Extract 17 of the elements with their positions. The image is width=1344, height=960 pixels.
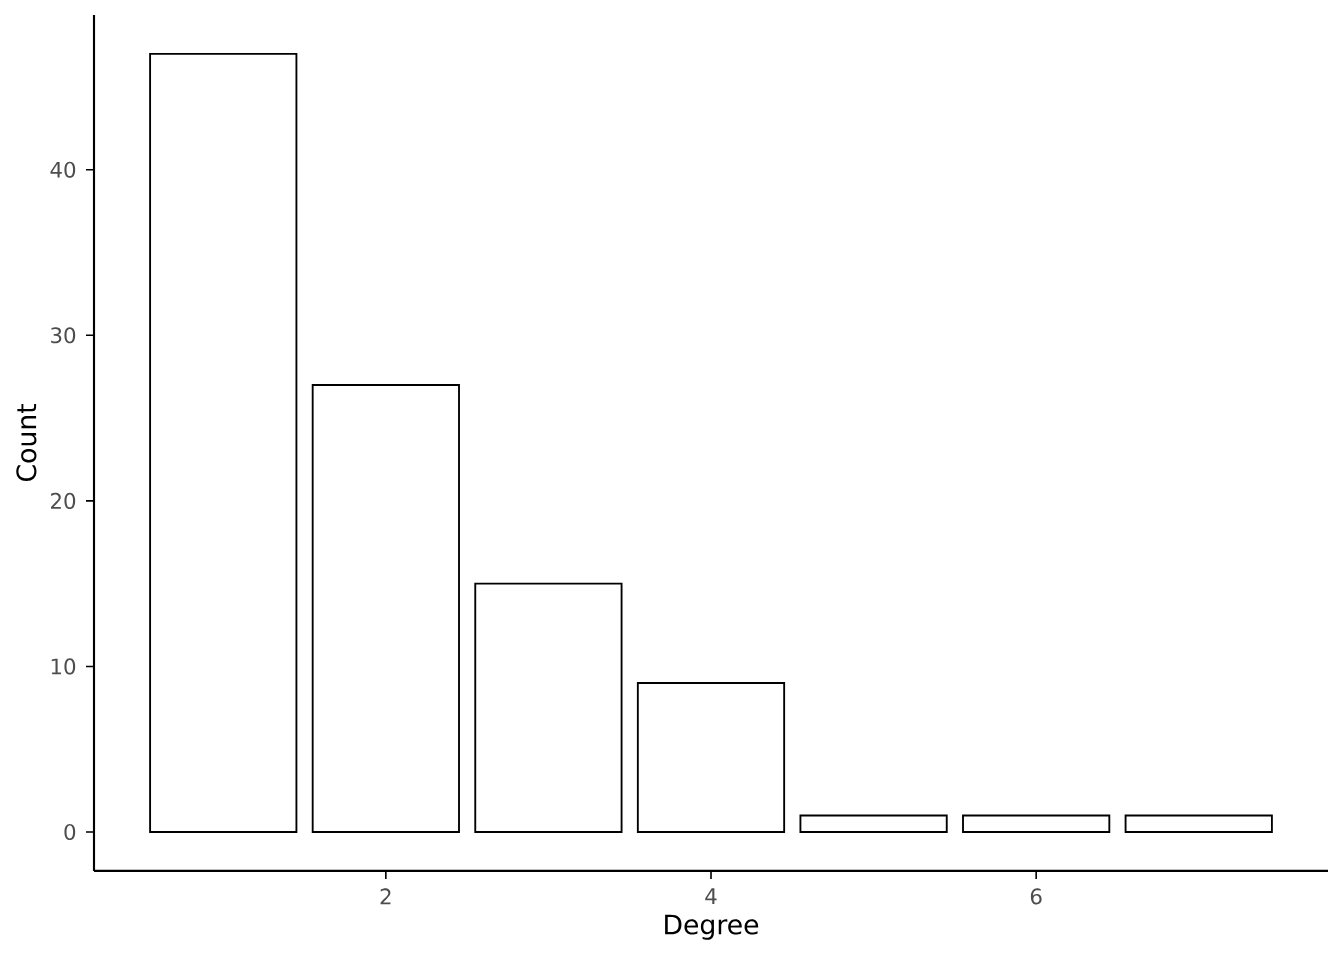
y-tick-label: 0 — [64, 823, 76, 841]
bar — [636, 682, 786, 833]
y-tick-label: 40 — [50, 161, 76, 178]
y-tick-label: 10 — [51, 658, 76, 675]
bar — [799, 814, 948, 833]
x-tick-label: 2 — [380, 888, 391, 905]
x-tick-label: 4 — [705, 888, 717, 904]
x-axis-title: Degree — [665, 914, 759, 940]
y-tick-label: 30 — [51, 327, 76, 344]
y-axis-title: Count — [16, 403, 37, 482]
bar — [474, 582, 623, 833]
bar — [311, 384, 460, 833]
bar — [149, 52, 298, 833]
bar — [1124, 814, 1273, 833]
x-tick-label: 6 — [1030, 888, 1042, 905]
y-tick-label: 20 — [50, 492, 76, 509]
bar — [962, 814, 1111, 833]
